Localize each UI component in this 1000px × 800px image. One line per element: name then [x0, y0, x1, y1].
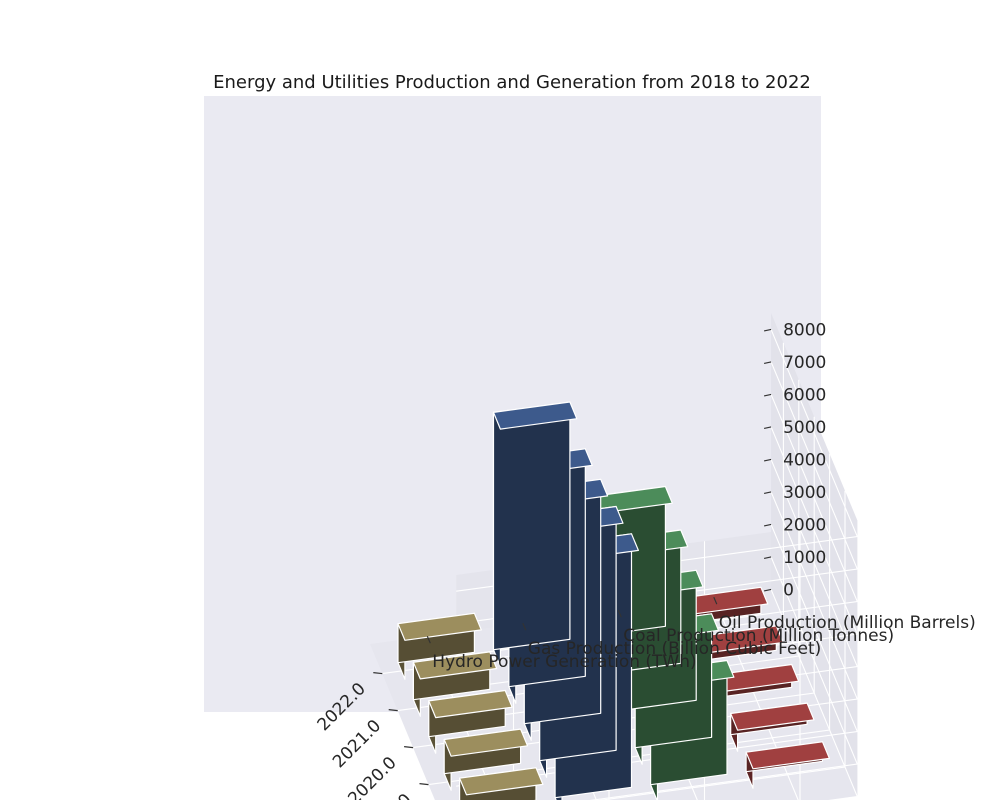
year-tick-mark [373, 672, 383, 675]
bar [412, 651, 498, 717]
bar [428, 689, 513, 754]
category-tick-mark [426, 635, 431, 644]
z-tick-mark [763, 556, 772, 559]
bar-top-face [428, 689, 513, 719]
category-tick-label: Gas Production (Billion Cubic Feet) [528, 639, 821, 659]
z-tick-label: 1000 [783, 548, 826, 568]
series-gridline [713, 528, 801, 800]
z-tick-label: 4000 [783, 450, 826, 470]
bar-top-face [397, 612, 482, 641]
bar [443, 728, 529, 791]
z-tick-mark [763, 426, 772, 429]
bar [492, 401, 578, 667]
chart-title: Energy and Utilities Production and Gene… [213, 72, 811, 93]
z-tick-label: 6000 [783, 385, 826, 405]
bar-group [397, 401, 831, 800]
category-tick-label: Hydro Power Generation (TWh) [432, 652, 696, 672]
z-tick-mark [763, 328, 772, 332]
z-tick-mark [763, 491, 772, 494]
year-gridline [598, 490, 846, 800]
bar [459, 767, 544, 800]
z-tick-mark [763, 588, 772, 592]
z-tick-mark [763, 523, 772, 527]
bar-top-face [745, 741, 831, 770]
z-tick-mark [763, 361, 772, 364]
bar [745, 741, 831, 789]
z-tick-label: 3000 [783, 483, 826, 503]
bar-front-face [492, 401, 571, 651]
category-tick-mark [522, 622, 527, 631]
bar-top-face [459, 767, 544, 796]
bar-top-face [492, 401, 578, 430]
category-tick-mark [713, 596, 718, 605]
category-tick-label: Oil Production (Million Barrels) [719, 613, 976, 633]
bar-top-face [412, 651, 498, 680]
z-tick-label: 8000 [783, 320, 826, 340]
z-tick-mark [763, 393, 772, 397]
category-tick-mark [617, 609, 622, 618]
year-tick-mark [404, 746, 414, 749]
z-tick-label: 7000 [783, 353, 826, 373]
bar-top-face [443, 728, 529, 757]
bar [730, 702, 815, 752]
z-tick-label: 5000 [783, 418, 826, 438]
bar-top-face [730, 702, 815, 731]
year-tick-mark [419, 783, 429, 786]
z-tick-label: 0 [783, 580, 794, 600]
bar [397, 612, 482, 680]
year-tick-mark [388, 709, 398, 712]
category-tick-label: Coal Production (Million Tonnes) [623, 626, 894, 646]
z-tick-label: 2000 [783, 515, 826, 535]
z-tick-mark [763, 458, 772, 462]
